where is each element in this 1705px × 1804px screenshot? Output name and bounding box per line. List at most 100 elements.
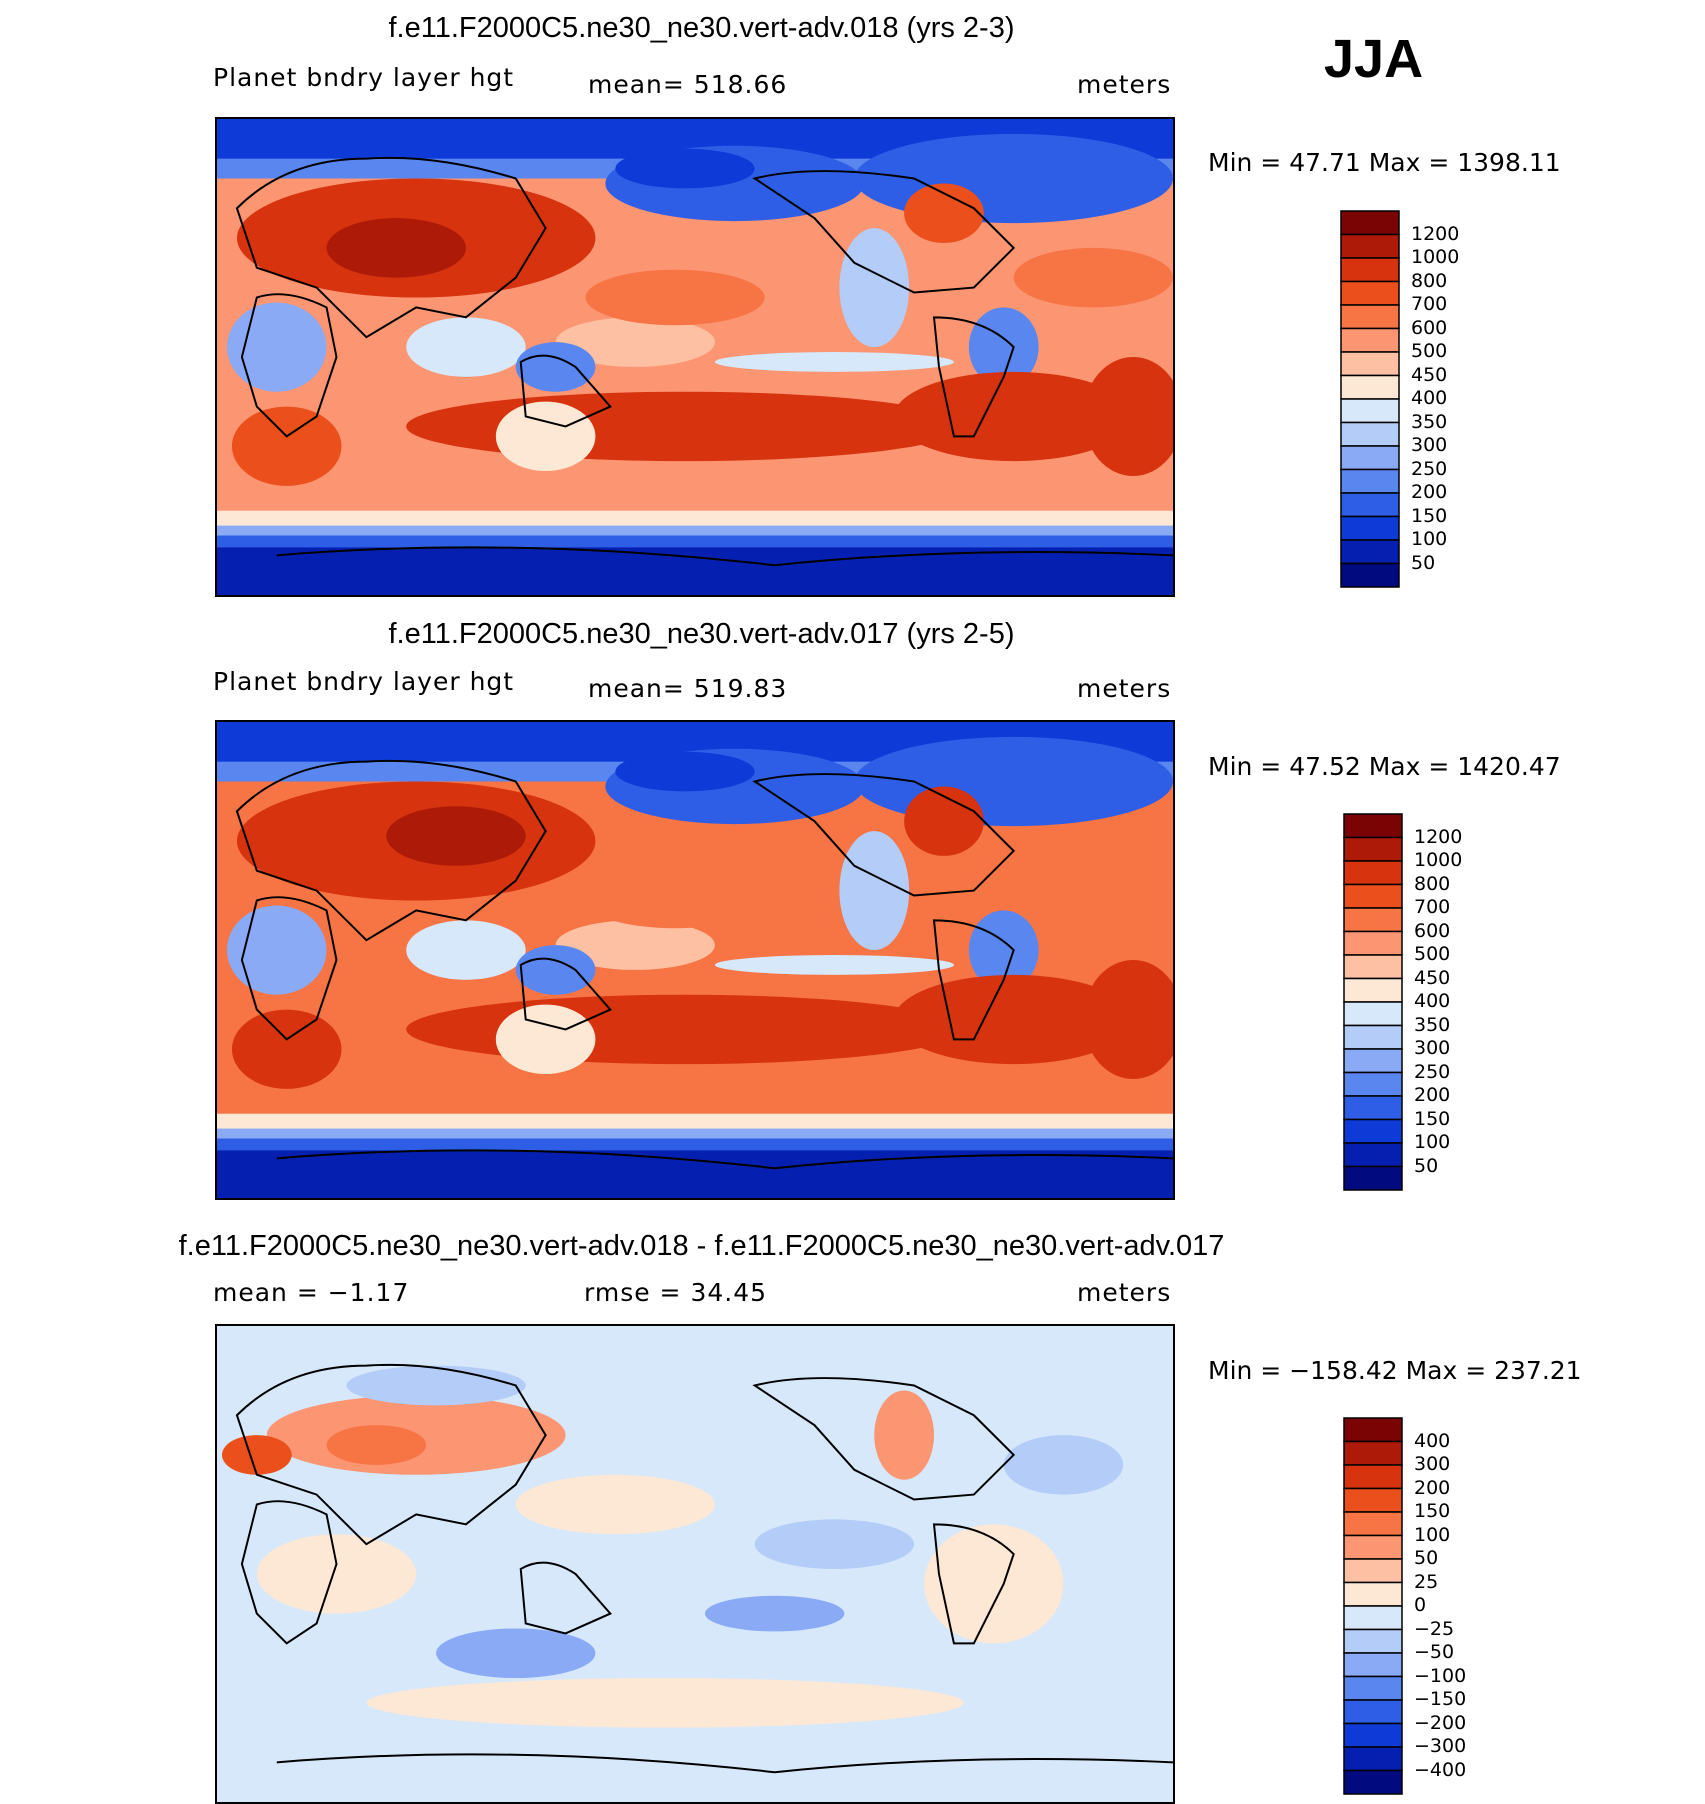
panel-1-mean: mean= 518.66 (588, 70, 788, 99)
colorbar-tick-label: 50 (1411, 551, 1436, 574)
colorbar-tick-label: 500 (1411, 340, 1448, 362)
colorbar-swatch (1343, 1511, 1403, 1537)
panel-2-title: f.e11.F2000C5.ne30_ne30.vert-adv.017 (yr… (388, 618, 1015, 650)
colorbar-swatch (1343, 1095, 1403, 1121)
colorbar-swatch (1340, 233, 1400, 259)
colorbar-tick-label: 700 (1414, 896, 1451, 918)
panel-2-colorbar-ticks: 1200 1000 800 700 600 500 450 400 350 300 250 200 15… (1408, 812, 1488, 1192)
colorbar-swatch (1343, 1464, 1403, 1490)
colorbar-swatch (1343, 1675, 1403, 1701)
colorbar-swatch (1343, 1581, 1403, 1607)
colorbar-swatch (1340, 374, 1400, 400)
panel-3-units: meters (1077, 1278, 1172, 1307)
colorbar-swatch (1343, 1417, 1403, 1443)
colorbar-tick-label: −150 (1414, 1688, 1467, 1710)
panel-1-left-label: Planet bndry layer hgt (213, 63, 515, 92)
panel-3-rmse: rmse = 34.45 (584, 1278, 768, 1307)
colorbar-swatch (1340, 515, 1400, 541)
panel-3-colorbar-ticks: 400 300 200 150 100 50 25 0 −25 −50 −100 −150 −200 −3… (1408, 1416, 1498, 1796)
colorbar-tick-label: 200 (1414, 1476, 1451, 1499)
colorbar-swatch (1343, 1165, 1403, 1191)
colorbar-swatch (1343, 1071, 1403, 1097)
panel-2-units: meters (1077, 674, 1172, 703)
colorbar-swatch (1343, 1769, 1403, 1795)
colorbar-swatch (1343, 1722, 1403, 1748)
colorbar-swatch (1343, 1048, 1403, 1074)
panel-2-map (215, 720, 1175, 1200)
panel-1-minmax: Min = 47.71 Max = 1398.11 (1208, 148, 1561, 177)
colorbar-tick-label: 700 (1411, 293, 1448, 315)
colorbar-tick-label: 100 (1411, 528, 1448, 550)
colorbar-swatch (1343, 883, 1403, 909)
colorbar-swatch (1343, 1652, 1403, 1678)
panel-1-colorbar-ticks: 1200 1000 800 700 600 500 450 400 350 300 250 200 15… (1405, 209, 1485, 589)
panel-1-title: f.e11.F2000C5.ne30_ne30.vert-adv.018 (yr… (388, 12, 1015, 44)
colorbar-tick-label: 300 (1414, 1037, 1451, 1059)
colorbar-swatch (1340, 398, 1400, 424)
colorbar-tick-label: 50 (1414, 1547, 1439, 1569)
colorbar-tick-label: 1200 (1411, 222, 1460, 245)
panel-3-minmax: Min = −158.42 Max = 237.21 (1208, 1356, 1582, 1385)
colorbar-tick-label: 1200 (1414, 825, 1463, 848)
colorbar-tick-label: 100 (1414, 1523, 1451, 1546)
colorbar-swatch (1340, 421, 1400, 447)
colorbar-tick-label: 250 (1414, 1060, 1451, 1083)
colorbar-tick-label: 250 (1411, 457, 1448, 480)
colorbar-swatch (1343, 930, 1403, 956)
colorbar-swatch (1343, 860, 1403, 886)
colorbar-tick-label: −400 (1414, 1758, 1467, 1781)
colorbar-swatch (1343, 1558, 1403, 1584)
panel-1-map (215, 117, 1175, 597)
colorbar-tick-label: 50 (1414, 1154, 1439, 1177)
colorbar-swatch (1343, 836, 1403, 862)
panel-1-units: meters (1077, 70, 1172, 99)
colorbar-tick-label: 300 (1411, 434, 1448, 456)
season-label: JJA (1324, 29, 1424, 89)
colorbar-tick-label: 400 (1411, 387, 1448, 409)
panel-2-left-label: Planet bndry layer hgt (213, 667, 515, 696)
colorbar-tick-label: 300 (1414, 1453, 1451, 1475)
colorbar-tick-label: 450 (1411, 363, 1448, 386)
colorbar-tick-label: 500 (1414, 943, 1451, 965)
colorbar-swatch (1343, 954, 1403, 980)
panel-3-mean: mean = −1.17 (213, 1278, 410, 1307)
colorbar-tick-label: 1000 (1414, 849, 1463, 871)
colorbar-tick-label: 400 (1414, 990, 1451, 1012)
colorbar-swatch (1343, 1142, 1403, 1168)
colorbar-swatch (1343, 907, 1403, 933)
colorbar-tick-label: 0 (1414, 1594, 1427, 1616)
colorbar-swatch (1340, 257, 1400, 283)
colorbar-swatch (1343, 1534, 1403, 1560)
colorbar-tick-label: −25 (1414, 1617, 1455, 1640)
colorbar-tick-label: 800 (1414, 872, 1451, 895)
colorbar-tick-label: 25 (1414, 1570, 1439, 1593)
colorbar-tick-label: 350 (1411, 410, 1448, 433)
colorbar-tick-label: 350 (1414, 1013, 1451, 1036)
colorbar-tick-label: 100 (1414, 1131, 1451, 1153)
colorbar-swatch (1340, 280, 1400, 306)
colorbar-swatch (1343, 1118, 1403, 1144)
colorbar-tick-label: 600 (1414, 919, 1451, 942)
colorbar-swatch (1343, 1605, 1403, 1631)
colorbar-tick-label: −300 (1414, 1735, 1467, 1757)
colorbar-swatch (1340, 327, 1400, 353)
colorbar-tick-label: 200 (1411, 481, 1448, 503)
colorbar-swatch (1340, 351, 1400, 377)
colorbar-tick-label: 150 (1414, 1500, 1451, 1522)
colorbar-swatch (1343, 1024, 1403, 1050)
colorbar-swatch (1343, 1487, 1403, 1513)
colorbar-swatch (1340, 468, 1400, 494)
panel-3-title: f.e11.F2000C5.ne30_ne30.vert-adv.018 - f… (178, 1230, 1225, 1262)
colorbar-tick-label: 400 (1414, 1429, 1451, 1452)
colorbar-tick-label: −200 (1414, 1711, 1467, 1734)
colorbar-swatch (1343, 1001, 1403, 1027)
colorbar-swatch (1340, 210, 1400, 236)
colorbar-tick-label: 450 (1414, 966, 1451, 989)
panel-1-colorbar (1340, 209, 1400, 589)
colorbar-swatch (1343, 977, 1403, 1003)
colorbar-swatch (1343, 813, 1403, 839)
colorbar-swatch (1343, 1628, 1403, 1654)
colorbar-swatch (1340, 539, 1400, 565)
colorbar-swatch (1340, 445, 1400, 471)
colorbar-tick-label: −50 (1414, 1641, 1455, 1663)
